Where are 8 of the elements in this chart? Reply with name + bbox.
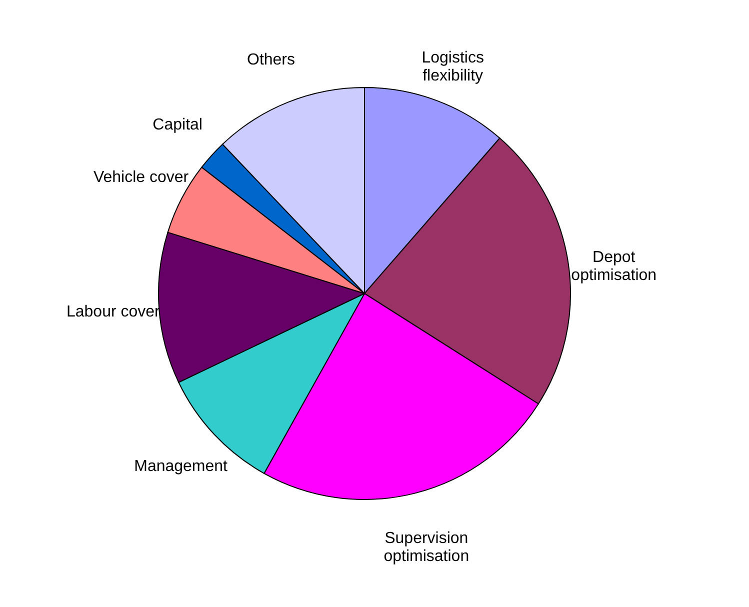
slice-label: Others	[246, 51, 296, 68]
slice-label: Vehicle cover	[93, 168, 190, 186]
slice-label: Depot optimisation	[571, 249, 657, 284]
slice-label: Logistics flexibility	[422, 49, 484, 84]
slice-label: Supervision optimisation	[384, 530, 470, 565]
slice-label: Labour cover	[66, 304, 161, 321]
slice-label: Capital	[152, 116, 202, 134]
slice-label: Management	[134, 458, 228, 476]
